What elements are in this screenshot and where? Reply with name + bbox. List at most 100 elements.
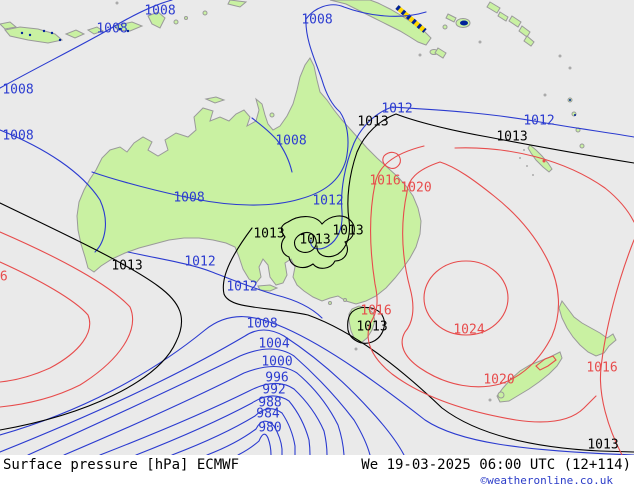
isobar-label-1008: 1008: [275, 134, 306, 149]
isobar-1016: [0, 261, 91, 383]
isobar-label-1020: 1020: [400, 181, 431, 196]
isobar-1016-loop: [382, 151, 401, 169]
isobar-label-984: 984: [256, 407, 280, 422]
islet: [418, 53, 422, 57]
isobar-1008: [0, 329, 405, 455]
aru-islands: [147, 11, 166, 29]
isobar-label-1013: 1013: [111, 259, 142, 274]
isobar-label-992: 992: [262, 383, 285, 398]
isobars-1013: [0, 113, 634, 453]
solomon-island: [445, 13, 457, 23]
islet: [558, 54, 562, 58]
isobar-980: [237, 433, 272, 455]
islet: [543, 93, 547, 97]
nc-terrain-dot: [542, 159, 546, 163]
islet: [532, 174, 534, 176]
isobars-below-1013: [0, 0, 634, 455]
isobar-label-996: 996: [265, 371, 288, 386]
solomon-island: [523, 35, 535, 47]
isobar-label-1004: 1004: [258, 337, 289, 352]
isobar-label-1008: 1008: [2, 129, 33, 144]
isobar-label-1012: 1012: [184, 255, 215, 270]
timor-terrain-dots: [20, 27, 576, 116]
small-island: [184, 16, 188, 20]
isobar-labels: 1008 1008 1008 1008 1008 1008 1008 1012 1012 1012…: [0, 4, 619, 453]
isobar-label-1016: 1016: [0, 270, 8, 285]
isobar-1013-loop: [347, 306, 385, 344]
isobar-label-1016: 1016: [369, 174, 400, 189]
isobar-1008: [0, 129, 106, 253]
bass-strait-island: [343, 298, 347, 302]
footer-datetime-label: We 19-03-2025 06:00 UTC (12+114): [361, 457, 631, 473]
isobar-1013-loop: [293, 231, 317, 253]
isobar-984: [206, 420, 283, 455]
isobar-label-1008: 1008: [96, 22, 127, 37]
isobar-1016: [0, 231, 134, 408]
groote-island: [269, 112, 275, 118]
isobar-1013: [0, 202, 183, 431]
isobar-label-1013: 1013: [357, 115, 388, 130]
australia-landmass: [76, 57, 422, 305]
isobar-1008: [251, 117, 293, 173]
islet: [488, 398, 492, 402]
isobar-label-1012: 1012: [381, 102, 412, 117]
isobar-1024: [423, 260, 509, 336]
isobar-1012: [310, 106, 393, 250]
isobar-1013-loop: [280, 215, 355, 269]
isobar-label-1008: 1008: [173, 191, 204, 206]
isobar-1013: [222, 227, 634, 453]
small-island: [0, 21, 18, 30]
isobar-label-1000: 1000: [261, 355, 292, 370]
terrain-markings: [20, 5, 576, 163]
isobar-label-1013: 1013: [253, 227, 284, 242]
stewart-island: [497, 391, 505, 399]
islet: [523, 149, 525, 151]
new-guinea-tail: [329, 0, 432, 46]
isobar-988: [171, 408, 296, 455]
isobar-label-1013: 1013: [299, 233, 330, 248]
small-island: [173, 19, 179, 25]
isobar-1012: [0, 316, 634, 455]
solomon-island: [497, 11, 509, 22]
isobar-label-1008: 1008: [144, 4, 175, 19]
isobar-label-1013: 1013: [332, 224, 363, 239]
ng-highlands-stripe-dark: [395, 5, 427, 33]
isobar-1020: [401, 161, 560, 388]
islet: [354, 347, 358, 351]
solomon-island: [486, 1, 501, 14]
isobar-1012: [127, 251, 323, 319]
nz-north-island: [558, 300, 617, 357]
isobar-1000: [63, 365, 345, 455]
small-island: [227, 0, 248, 8]
isobar-1004: [27, 348, 371, 455]
isobar-label-1008: 1008: [2, 83, 33, 98]
footer-parameter-label: Surface pressure [hPa] ECMWF: [3, 457, 240, 473]
islet: [519, 157, 521, 159]
islet: [568, 66, 572, 70]
isobar-1016: [367, 145, 597, 423]
isobar-label-1008: 1008: [301, 13, 332, 28]
isobar-label-1024: 1024: [453, 323, 484, 338]
isobar-label-1013: 1013: [587, 438, 618, 453]
isobar-label-980: 980: [258, 421, 281, 436]
footer-copyright-link[interactable]: ©weatheronline.co.uk: [480, 474, 613, 487]
solomon-island: [508, 15, 522, 28]
isobars-above-1013: [0, 145, 634, 455]
isobar-label-1008: 1008: [246, 317, 277, 332]
isobar-label-1013: 1013: [496, 130, 527, 145]
isobar-nz-loop: [535, 355, 557, 371]
islet: [115, 1, 119, 5]
isobar-992: [135, 395, 311, 455]
isobar-1016: [454, 147, 634, 223]
melville-island: [204, 96, 226, 104]
isobar-label-1020: 1020: [483, 373, 514, 388]
small-island: [64, 29, 86, 39]
isobar-label-1016: 1016: [586, 361, 617, 376]
isobar-label-1012: 1012: [523, 114, 554, 129]
small-island: [86, 26, 105, 35]
isobar-1013: [316, 113, 634, 258]
small-island: [202, 10, 208, 16]
isobar-1016: [599, 239, 634, 455]
solomon-island: [434, 47, 447, 59]
